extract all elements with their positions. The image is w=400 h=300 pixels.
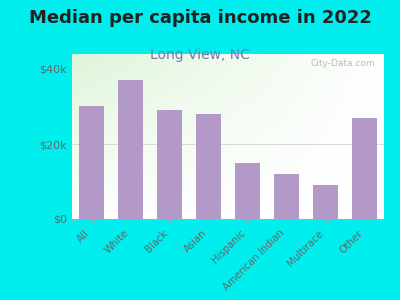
Text: City-Data.com: City-Data.com <box>310 59 375 68</box>
Bar <box>313 185 338 219</box>
Bar <box>274 174 299 219</box>
Bar <box>352 118 377 219</box>
Bar <box>157 110 182 219</box>
Bar <box>196 114 221 219</box>
Text: Long View, NC: Long View, NC <box>150 48 250 62</box>
Bar <box>235 163 260 219</box>
Bar <box>118 80 143 219</box>
Bar <box>79 106 104 219</box>
Text: Median per capita income in 2022: Median per capita income in 2022 <box>28 9 372 27</box>
